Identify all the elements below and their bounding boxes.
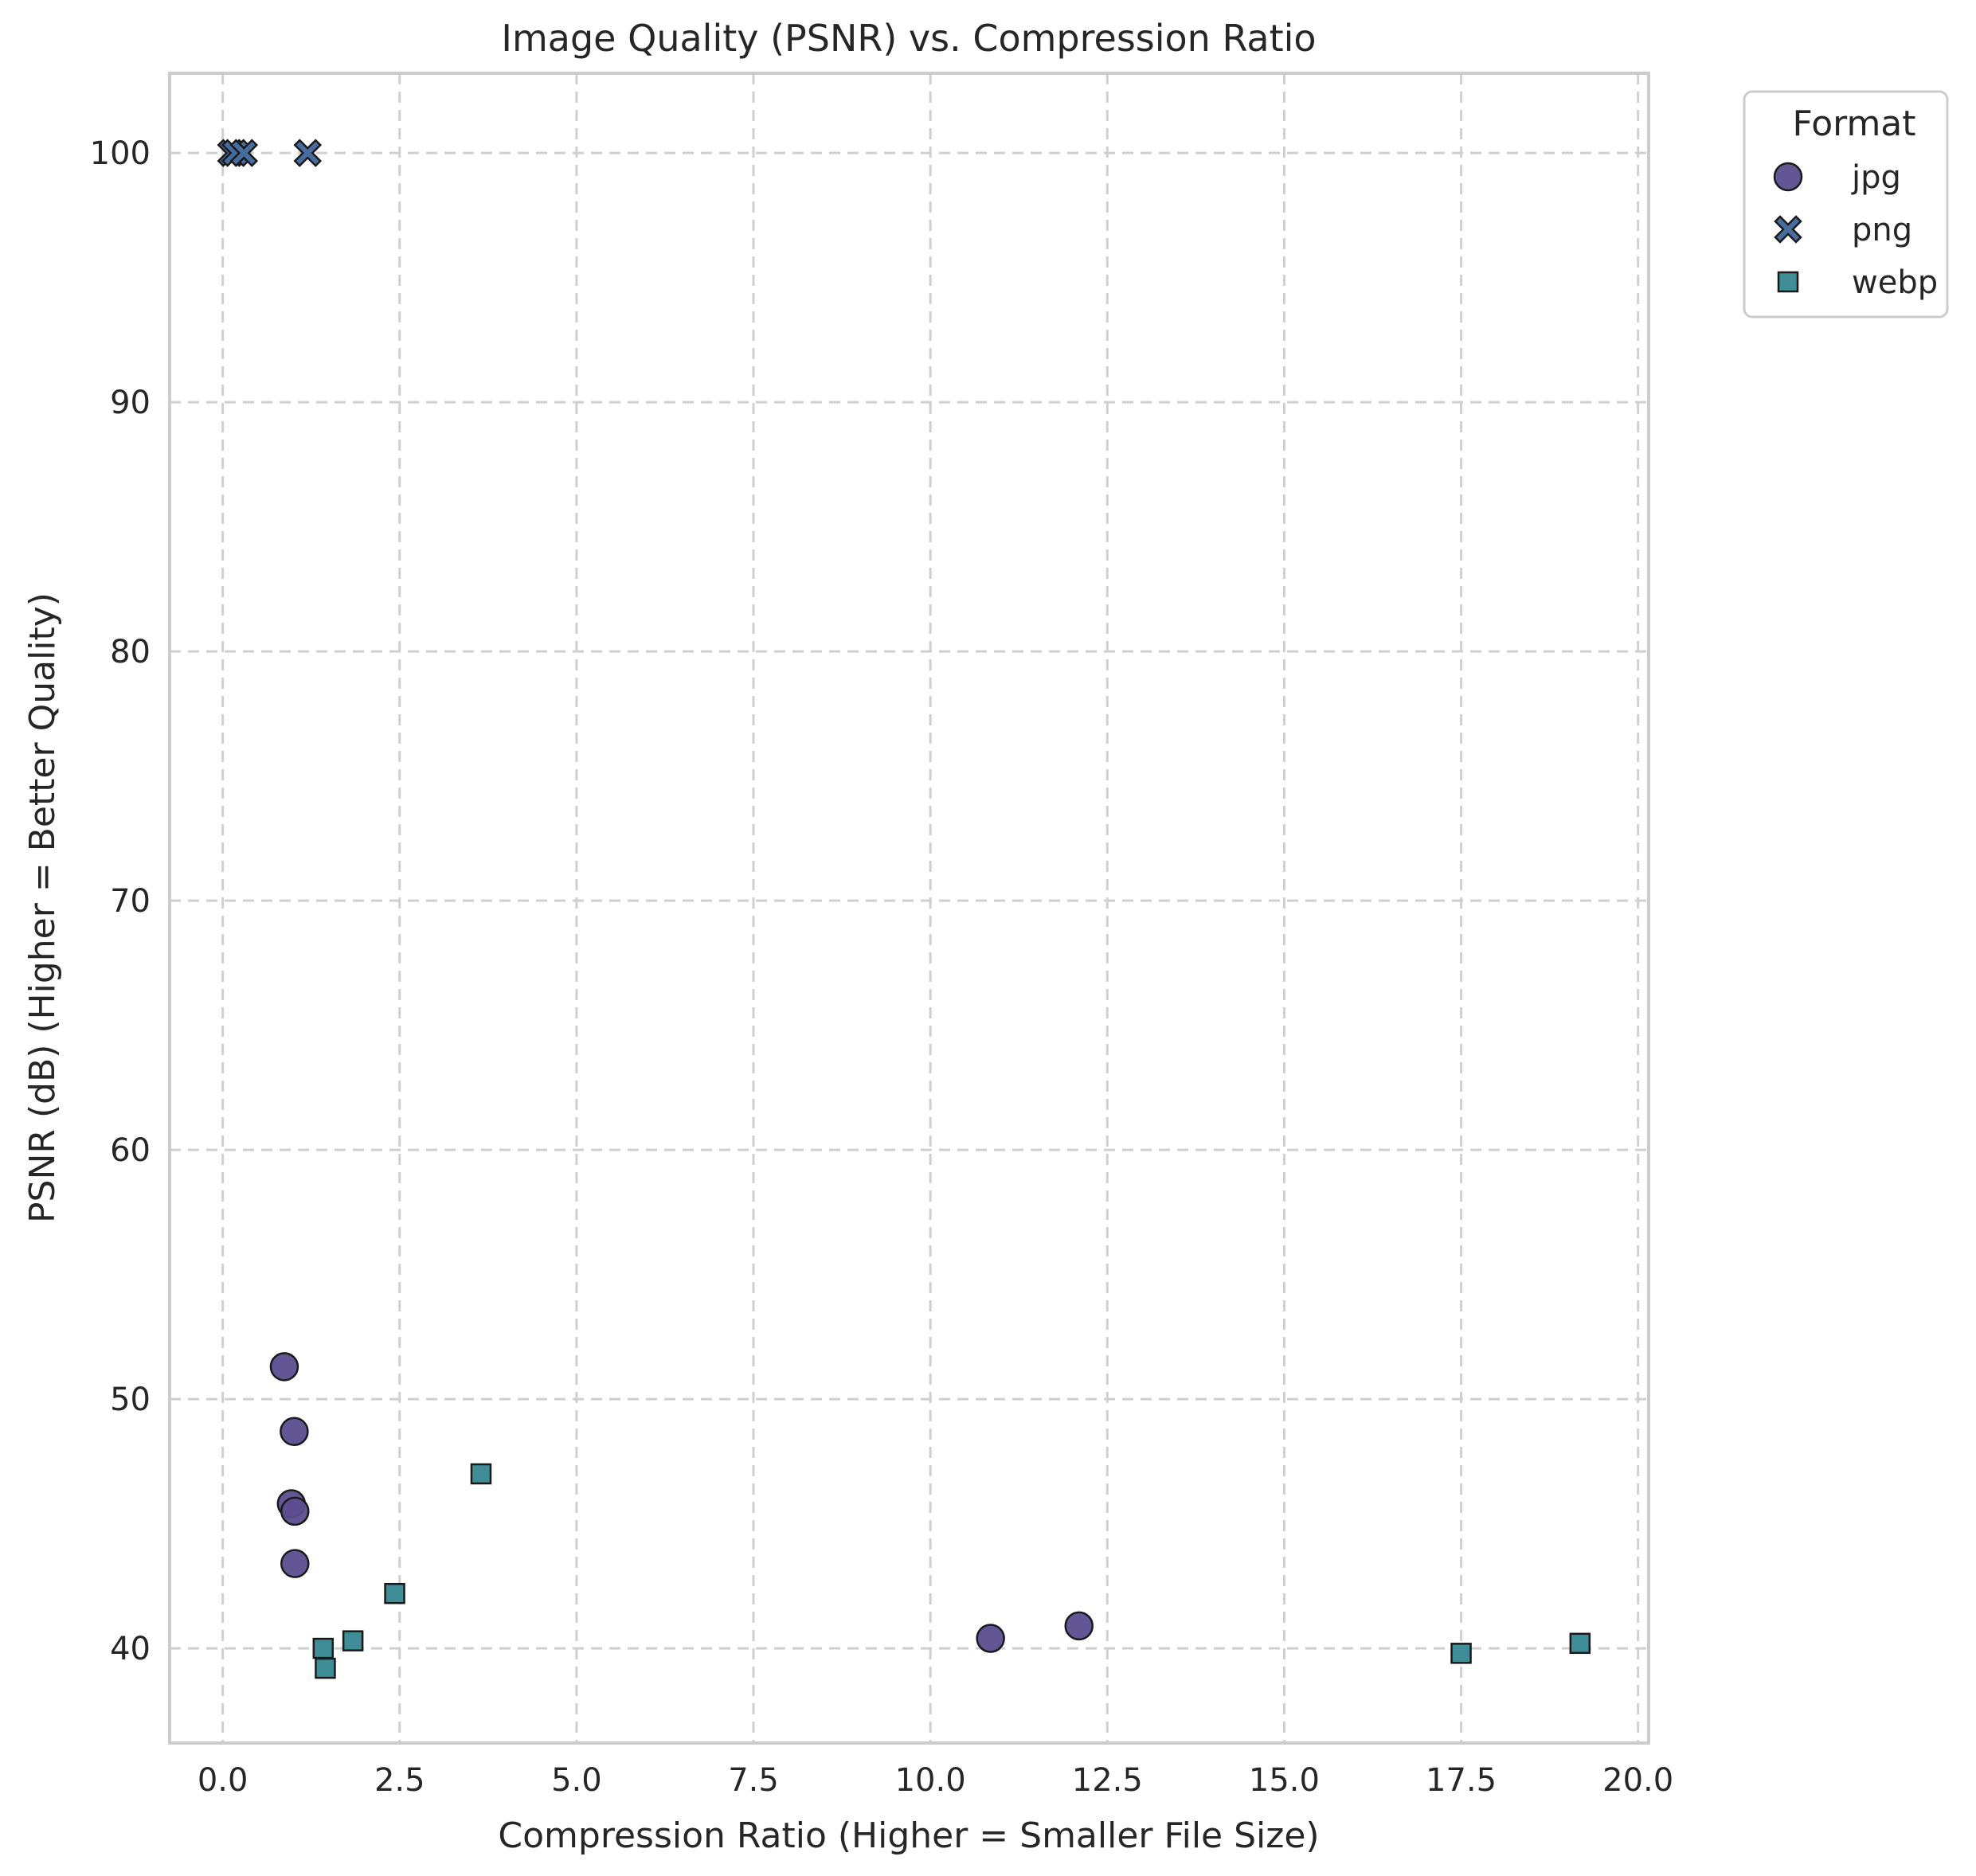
grid-lines: [170, 73, 1649, 1743]
legend-label-webp: webp: [1852, 264, 1938, 301]
jpg-point: [269, 1352, 299, 1382]
x-tick-label: 17.5: [1426, 1762, 1497, 1799]
x-tick-label: 0.0: [198, 1762, 248, 1799]
x-tick-label: 20.0: [1602, 1762, 1673, 1799]
webp-point: [342, 1630, 364, 1651]
chart-title: Image Quality (PSNR) vs. Compression Rat…: [501, 17, 1316, 60]
x-axis-label: Compression Ratio (Higher = Smaller File…: [498, 1815, 1319, 1856]
y-tick-label: 70: [110, 883, 151, 920]
y-tick-labels: 40 50 60 70 80 90 100: [90, 135, 151, 1667]
png-point: [229, 139, 259, 167]
legend: Format jpg png webp: [1743, 90, 1949, 319]
legend-label-jpg: jpg: [1851, 159, 1901, 196]
legend-label-png: png: [1852, 212, 1912, 248]
legend-marker-jpg: [1773, 162, 1803, 192]
x-tick-label: 2.5: [374, 1762, 425, 1799]
y-tick-label: 80: [110, 634, 151, 670]
jpg-point: [280, 1549, 310, 1578]
webp-point: [384, 1582, 405, 1604]
y-axis-label: PSNR (dB) (Higher = Better Quality): [22, 592, 63, 1223]
jpg-point: [280, 1496, 310, 1526]
y-tick-label: 40: [110, 1631, 151, 1667]
jpg-point: [976, 1624, 1005, 1653]
legend-marker-webp: [1777, 271, 1799, 293]
webp-point: [315, 1657, 336, 1679]
plot-frame: [168, 72, 1650, 1745]
x-tick-label: 15.0: [1249, 1762, 1320, 1799]
x-tick-labels: 0.0 2.5 5.0 7.5 10.0 12.5 15.0 17.5 20.0: [198, 1762, 1673, 1799]
y-tick-label: 100: [90, 135, 151, 172]
series-png: [217, 139, 323, 167]
legend-title: Format: [1792, 104, 1915, 144]
jpg-point: [1064, 1611, 1094, 1641]
legend-items: jpg png webp: [1773, 159, 1938, 301]
series-webp: [312, 1463, 1591, 1679]
webp-point: [1569, 1632, 1591, 1655]
webp-point: [312, 1637, 335, 1659]
y-tick-label: 60: [110, 1132, 151, 1169]
legend-box: [1743, 90, 1949, 319]
x-tick-label: 12.5: [1072, 1762, 1143, 1799]
webp-point: [1450, 1643, 1472, 1664]
x-tick-label: 5.0: [551, 1762, 602, 1799]
webp-point: [470, 1463, 492, 1485]
legend-marker-png: [1774, 215, 1802, 244]
x-tick-label: 10.0: [895, 1762, 966, 1799]
x-tick-label: 7.5: [728, 1762, 779, 1799]
jpg-point: [280, 1417, 309, 1447]
png-point: [293, 139, 323, 167]
y-tick-label: 50: [110, 1382, 151, 1418]
y-tick-label: 90: [110, 385, 151, 421]
series-jpg: [269, 1352, 1094, 1653]
data-points: [217, 139, 1591, 1679]
